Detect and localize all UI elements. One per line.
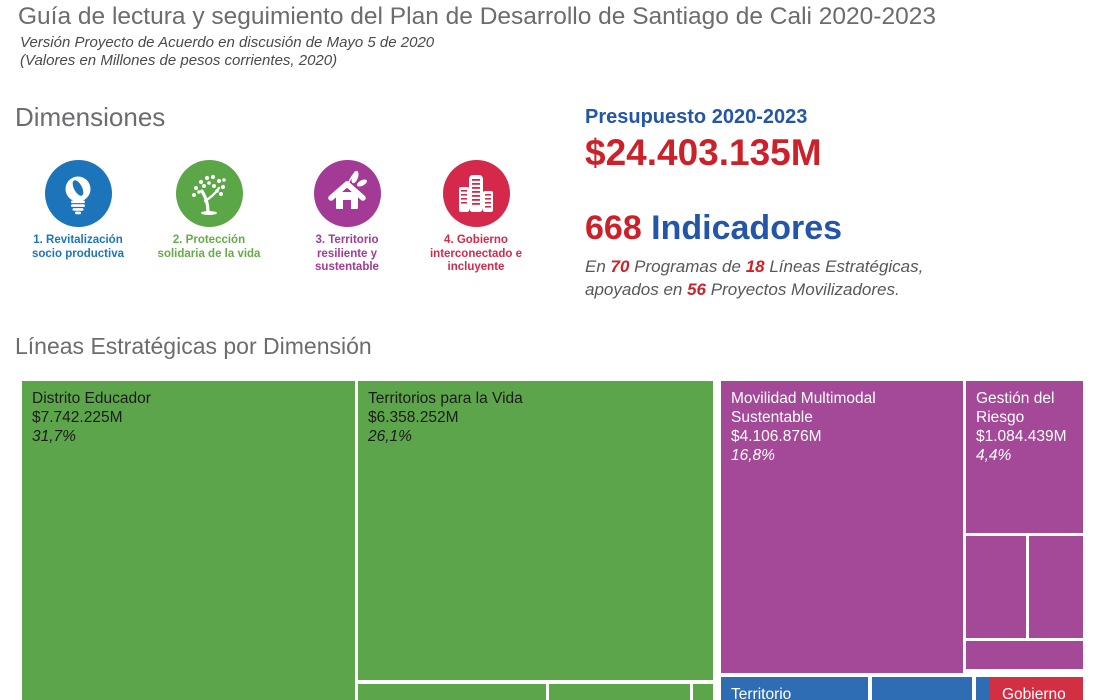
tree-icon: [175, 160, 243, 227]
buildings-icon: [442, 160, 510, 227]
indicators-count: 668: [585, 209, 642, 247]
treemap-chart: Distrito Educador $7.742.225M 31,7% Terr…: [22, 381, 1083, 700]
indicators-line: 668 Indicadores: [585, 209, 1085, 248]
block-percent: 31,7%: [32, 428, 76, 445]
treemap-block-purple-sub-3: [966, 641, 1083, 669]
treemap-block-purple-sub-1: [966, 536, 1026, 638]
treemap-block-green-sub-3: [693, 684, 713, 700]
budget-panel: Presupuesto 2020-2023 $24.403.135M 668 I…: [585, 106, 1085, 301]
dimension-label-4: 4. Gobierno interconectado e incluyente: [429, 234, 523, 273]
budget-detail-line-1: En 70 Programas de 18 Líneas Estratégica…: [585, 257, 924, 276]
block-name: Gobierno: [1002, 686, 1066, 700]
block-name: Gestión del Riesgo: [976, 390, 1055, 426]
treemap-block-movilidad-multimodal: Movilidad Multimodal Sustentable $4.106.…: [721, 381, 963, 673]
treemap-heading: Líneas Estratégicas por Dimensión: [15, 333, 372, 359]
treemap-block-green-sub-1: [358, 684, 546, 700]
budget-detail-line-2: apoyados en 56 Proyectos Movilizadores.: [585, 280, 900, 299]
block-percent: 4,4%: [976, 447, 1012, 464]
dimension-item-2: 2. Protección solidaria de la vida: [143, 160, 275, 261]
budget-detail: En 70 Programas de 18 Líneas Estratégica…: [585, 255, 1085, 301]
block-name: Movilidad Multimodal Sustentable: [731, 390, 876, 426]
dimension-label-2: 2. Protección solidaria de la vida: [157, 234, 261, 260]
block-value: $1.084.439M: [976, 428, 1067, 445]
block-value: $4.106.876M: [731, 428, 822, 445]
block-name: Distrito Educador: [32, 390, 151, 407]
page-title: Guía de lectura y seguimiento del Plan d…: [18, 3, 936, 30]
treemap-block-territorios-para-la-vida: Territorios para la Vida $6.358.252M 26,…: [358, 381, 713, 680]
block-percent: 26,1%: [368, 428, 412, 445]
budget-amount: $24.403.135M: [585, 132, 822, 173]
treemap-block-gestion-del-riesgo: Gestión del Riesgo $1.084.439M 4,4%: [966, 381, 1083, 533]
treemap-block-purple-sub-2: [1029, 536, 1083, 638]
block-percent: 16,8%: [731, 447, 775, 464]
dimension-label-1: 1. Revitalización socio productiva: [31, 234, 125, 260]
dimension-label-3: 3. Territorio resiliente y sustentable: [315, 234, 379, 273]
treemap-block-gobierno: Gobierno: [989, 677, 1083, 700]
budget-heading: Presupuesto 2020-2023: [585, 106, 808, 128]
block-value: $6.358.252M: [368, 409, 459, 426]
treemap-block-blue-sub-1: [872, 677, 972, 700]
treemap-block-distrito-educador: Distrito Educador $7.742.225M 31,7%: [22, 381, 355, 700]
treemap-block-green-sub-2: [549, 684, 690, 700]
dimension-item-4: 4. Gobierno interconectado e incluyente: [410, 160, 542, 275]
block-name: Territorio: [731, 686, 792, 700]
dimensions-heading: Dimensiones: [15, 102, 166, 132]
block-value: $7.742.225M: [32, 409, 123, 426]
subtitle-line-1: Versión Proyecto de Acuerdo en discusión…: [20, 34, 435, 51]
page-subtitle: Versión Proyecto de Acuerdo en discusión…: [20, 34, 434, 70]
dimension-item-3: 3. Territorio resiliente y sustentable: [281, 160, 413, 275]
block-name: Territorios para la Vida: [368, 390, 523, 407]
lightbulb-leaf-icon: [44, 160, 112, 227]
treemap-block-territorio: Territorio: [721, 677, 868, 700]
house-leaves-icon: [313, 160, 381, 227]
dimension-item-1: 1. Revitalización socio productiva: [12, 160, 144, 261]
indicators-label: Indicadores: [641, 209, 843, 247]
subtitle-line-2: (Valores en Millones de pesos corrientes…: [20, 52, 338, 69]
